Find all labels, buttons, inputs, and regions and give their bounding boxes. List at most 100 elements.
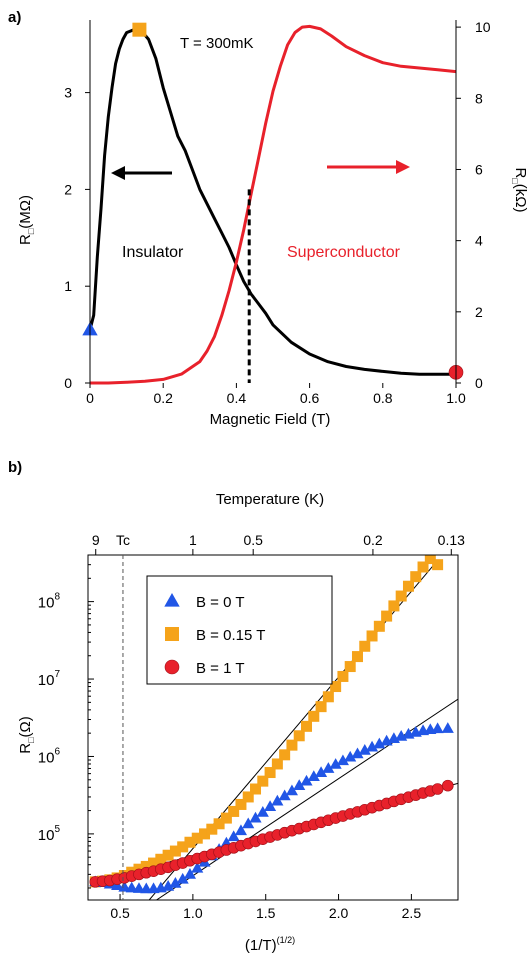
b-point-triangle <box>256 805 269 817</box>
a-resistance-curve-superconducting <box>90 24 457 385</box>
b-y-axis-label: R□(Ω) <box>17 716 36 754</box>
a-x-tick-label: 1.0 <box>446 390 466 406</box>
b-point-square <box>322 691 334 703</box>
b-legend-label: B = 1 T <box>196 660 245 677</box>
b-point-square <box>271 758 283 770</box>
b-point-triangle <box>278 789 291 801</box>
b-point-square <box>169 845 181 857</box>
b-point-triangle <box>169 876 182 888</box>
b-point-triangle <box>307 770 320 781</box>
a-right-tick-label: 0 <box>475 375 483 391</box>
panel-a-label: a) <box>8 9 21 26</box>
a-left-arrow-head <box>111 166 125 180</box>
b-point-square <box>228 805 240 817</box>
b-point-triangle <box>344 750 357 762</box>
b-point-triangle <box>441 722 454 733</box>
b-legend-symbol-square <box>165 627 179 641</box>
a-x-tick-label: 0.4 <box>227 390 247 406</box>
b-point-square <box>177 841 189 853</box>
b-legend-symbol-circle <box>164 659 180 675</box>
b-plot-frame <box>87 554 459 901</box>
b-point-triangle <box>431 722 444 734</box>
a-resistance-curve-insulating <box>88 28 456 376</box>
b-y-tick-label: 107 <box>38 669 61 689</box>
panel-b-label: b) <box>8 459 22 476</box>
b-point-triangle <box>322 762 335 773</box>
b-point-square <box>257 775 269 787</box>
b-point-square <box>388 600 400 612</box>
b-point-square <box>301 720 313 732</box>
b-top-tick-label: 0.2 <box>363 532 383 548</box>
b-point-triangle <box>351 747 364 759</box>
b-x-main: (1/T) <box>245 937 277 954</box>
b-point-triangle <box>249 811 262 823</box>
a-left-r: R <box>17 234 34 245</box>
b-point-triangle <box>176 872 189 884</box>
b-point-square <box>279 749 291 761</box>
b-point-square <box>366 630 378 642</box>
b-point-square <box>162 849 174 861</box>
b-point-square <box>410 571 422 583</box>
b-point-triangle <box>336 754 349 766</box>
b-top-tick-label: 0.5 <box>243 532 263 548</box>
a-x-tick-label: 0 <box>86 390 94 406</box>
b-point-square <box>250 783 262 795</box>
b-point-square <box>351 651 363 663</box>
b-point-square <box>206 823 218 835</box>
b-point-square <box>308 710 320 722</box>
b-point-square <box>381 610 393 622</box>
svg-text:R□(Ω): R□(Ω) <box>17 716 36 754</box>
b-point-square <box>373 620 385 632</box>
b-point-square <box>395 590 407 602</box>
b-x-sup: (1/2) <box>277 935 296 945</box>
b-point-square <box>359 640 371 652</box>
b-point-triangle <box>300 774 313 786</box>
panel-b: b) Temperature (K) 0.5 1.0 1.5 2.0 2.5 9 1 0.5 0… <box>8 459 465 954</box>
b-point-triangle <box>227 830 240 842</box>
b-point-triangle <box>366 740 379 752</box>
a-x-tick-label: 0.2 <box>153 390 173 406</box>
b-point-triangle <box>285 784 298 796</box>
b-point-triangle <box>183 868 197 879</box>
b-point-square <box>148 857 160 869</box>
b-point-triangle <box>358 744 371 755</box>
b-x-tick-label: 2.0 <box>329 905 349 921</box>
b-x-tick-label: 1.5 <box>256 905 276 921</box>
b-y-r: R <box>17 743 34 754</box>
superconductor-label: Superconductor <box>287 244 401 261</box>
b-legend-label: B = 0.15 T <box>196 627 265 644</box>
a-right-arrow-head <box>396 160 410 174</box>
b-top-axis-label: Temperature (K) <box>216 491 324 508</box>
b-point-square <box>155 853 167 865</box>
b-x-tick-label: 1.0 <box>183 905 203 921</box>
temperature-annotation: T = 300mK <box>180 35 254 52</box>
b-tc-label: Tc <box>116 532 130 548</box>
b-point-square <box>220 812 232 824</box>
b-point-triangle <box>315 766 328 777</box>
a-left-unit: (MΩ) <box>17 195 34 229</box>
b-point-triangle <box>234 824 248 836</box>
b-point-square <box>199 828 211 840</box>
a-x-axis-label: Magnetic Field (T) <box>210 411 331 428</box>
b-point-square <box>402 580 414 592</box>
b-point-triangle <box>264 800 277 812</box>
b-top-tick-label: 1 <box>189 532 197 548</box>
b-point-square <box>293 730 305 742</box>
svg-text:R□(MΩ): R□(MΩ) <box>17 195 36 245</box>
a-right-axis-label: R□(kΩ) <box>510 168 529 213</box>
b-point-square <box>184 836 196 848</box>
b-top-tick-label: 9 <box>92 532 100 548</box>
b-top-tick-label: 0.13 <box>438 532 465 548</box>
b-point-triangle <box>271 794 284 806</box>
a-right-tick-label: 8 <box>475 90 483 106</box>
b-point-triangle <box>329 758 342 769</box>
b-x-tick-label: 0.5 <box>110 905 130 921</box>
a-left-sub: □ <box>26 228 36 234</box>
a-right-tick-label: 4 <box>475 233 483 249</box>
a-right-tick-label: 2 <box>475 304 483 320</box>
svg-text:R□(kΩ): R□(kΩ) <box>510 168 529 213</box>
b-point-square <box>213 818 225 830</box>
a-x-tick-label: 0.8 <box>373 390 393 406</box>
b-point-triangle <box>293 779 306 791</box>
